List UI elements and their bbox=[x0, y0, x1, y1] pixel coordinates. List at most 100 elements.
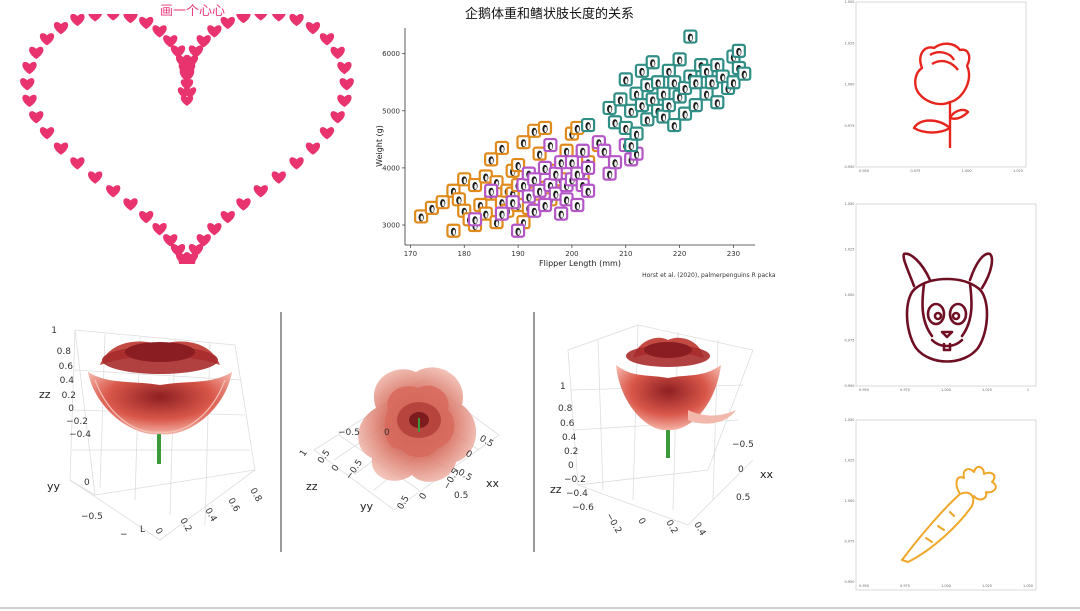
x-axis-ticks: 0.950 0.975 1.000 1.025 1.050 bbox=[859, 584, 1033, 588]
penguin-point bbox=[527, 123, 542, 138]
axis-tick-label: −0.2 bbox=[603, 512, 623, 536]
heart-icon bbox=[236, 14, 251, 24]
heart-icon bbox=[289, 157, 304, 170]
axis-tick-label: −0.5 bbox=[344, 458, 365, 482]
chart-caption: Horst et al. (2020), palmerpenguins R pa… bbox=[642, 272, 775, 279]
x-axis-label: xx bbox=[486, 477, 500, 490]
heart-icon bbox=[188, 45, 204, 58]
x-tick-label: 1 bbox=[1027, 388, 1029, 392]
rose-line-plot: 1.050 1.025 1.000 0.975 0.950 0.950 0.975 1.00… bbox=[844, 0, 1027, 173]
y-tick-label: 0.975 bbox=[844, 124, 854, 128]
heart-icon bbox=[207, 25, 222, 38]
x-tick-label: 1.000 bbox=[941, 584, 951, 588]
heart-icon bbox=[337, 94, 352, 107]
x-axis-label: Flipper Length (mm) bbox=[539, 259, 621, 268]
heart-title: 画一个心心 bbox=[159, 4, 225, 19]
z-axis-label: zz bbox=[39, 388, 51, 401]
penguin-point bbox=[580, 160, 596, 176]
penguin-scatter-chart: 企鹅体重和鳍状肢长度的关系 170 180 190 200 210 220 230 3000 4… bbox=[375, 6, 775, 279]
y-tick-label: 1.050 bbox=[844, 202, 854, 206]
heart-icon bbox=[271, 171, 286, 184]
x-tick-label: 190 bbox=[511, 250, 524, 258]
penguin-point bbox=[726, 75, 741, 90]
heart-icon bbox=[319, 127, 335, 140]
penguin-point bbox=[527, 172, 542, 187]
axis-tick-label: 0 bbox=[384, 428, 390, 438]
axis-tick-label: −0.6 bbox=[572, 503, 594, 513]
heart-icon bbox=[39, 33, 55, 46]
penguin-point bbox=[688, 97, 703, 113]
axis-tick-label: 0 bbox=[464, 449, 474, 461]
heart-icon bbox=[183, 87, 197, 98]
axis-tick-label: −0.4 bbox=[566, 489, 588, 499]
rabbit-line-plot: 1.050 1.025 1.000 0.975 0.950 0.950 0.975 1.00… bbox=[844, 202, 1037, 392]
heart-icon bbox=[39, 127, 55, 140]
heart-icon bbox=[180, 95, 194, 106]
z-axis-ticks: 1 0.8 0.6 0.4 0.2 0 −0.2 −0.4 −0.6 bbox=[558, 382, 594, 513]
heart-icon bbox=[180, 79, 194, 90]
panel-divider bbox=[280, 312, 282, 552]
penguin-point bbox=[683, 29, 698, 44]
heart-icon bbox=[29, 46, 44, 59]
axis-tick-label: 0.5 bbox=[478, 434, 495, 450]
penguin-point bbox=[575, 143, 590, 158]
penguin-point bbox=[602, 166, 617, 181]
y-axis-ticks: −0.5 0 0.5 bbox=[732, 440, 754, 503]
heart-icon bbox=[170, 45, 186, 58]
heart-icon bbox=[152, 223, 167, 236]
axis-tick-label: 0 bbox=[68, 404, 74, 414]
y-tick-label: 1.025 bbox=[844, 248, 854, 252]
heart-icon bbox=[188, 244, 204, 257]
x-axis-ticks-bottom: −0.2 0 0.2 0.4 bbox=[603, 512, 707, 539]
penguin-point bbox=[634, 63, 650, 78]
axis-tick-label: 0.4 bbox=[562, 433, 577, 443]
axis-tick-label: − bbox=[120, 530, 128, 540]
z-axis-label: zz bbox=[306, 480, 318, 493]
y-tick-label: 0.975 bbox=[844, 339, 854, 343]
heart-icon bbox=[196, 35, 211, 48]
x-axis-ticks-secondary: −0.5 0 0.5 bbox=[338, 428, 468, 501]
heart-icon bbox=[330, 111, 345, 124]
panel-divider bbox=[533, 312, 535, 552]
penguin-point bbox=[510, 157, 526, 173]
z-axis-label: zz bbox=[550, 483, 562, 496]
axis-tick-label: −0.5 bbox=[732, 440, 754, 450]
x-tick-label: 230 bbox=[727, 250, 740, 258]
axis-tick-label: 0.2 bbox=[564, 447, 578, 457]
axis-tick-label: 1 bbox=[298, 448, 309, 458]
penguin-point bbox=[548, 186, 563, 201]
penguin-point bbox=[640, 78, 655, 93]
y-tick-label: 1.000 bbox=[844, 83, 854, 87]
x-tick-label: 1.025 bbox=[982, 584, 992, 588]
heart-icon bbox=[53, 142, 69, 155]
heart-icon bbox=[272, 14, 286, 22]
axis-tick-label: 0 bbox=[568, 461, 574, 471]
x-tick-label: 0.950 bbox=[859, 388, 869, 392]
axis-tick-label: −0.2 bbox=[564, 475, 586, 485]
y-tick-label: 0.950 bbox=[844, 580, 854, 584]
penguin-point bbox=[467, 212, 483, 227]
heart-icon bbox=[152, 25, 167, 38]
axis-tick-label: 0.6 bbox=[225, 497, 241, 515]
heart-icon bbox=[253, 185, 268, 198]
penguin-point bbox=[661, 97, 676, 113]
x-tick-label: 0.975 bbox=[900, 388, 910, 392]
heart-icon bbox=[305, 142, 321, 155]
x-tick-label: 1.000 bbox=[941, 388, 951, 392]
penguin-point bbox=[510, 223, 526, 238]
penguin-point bbox=[650, 75, 666, 90]
penguin-point bbox=[494, 206, 510, 221]
axis-tick-label: 0 bbox=[152, 527, 164, 537]
penguin-point bbox=[516, 135, 531, 150]
chart-points bbox=[414, 29, 752, 238]
penguin-point bbox=[451, 192, 466, 207]
y-axis-ticks: 1.050 1.025 1.000 0.975 0.950 bbox=[844, 202, 854, 388]
penguin-point bbox=[656, 109, 671, 124]
penguin-point bbox=[597, 143, 612, 158]
axis-tick-label: 0 bbox=[84, 478, 90, 488]
penguin-point bbox=[618, 72, 633, 87]
axis-tick-label: 1 bbox=[51, 326, 57, 336]
axis-tick-label: −0.5 bbox=[81, 512, 103, 522]
x-tick-label: 1.050 bbox=[1023, 584, 1033, 588]
chart-title: 企鹅体重和鳍状肢长度的关系 bbox=[465, 6, 634, 22]
